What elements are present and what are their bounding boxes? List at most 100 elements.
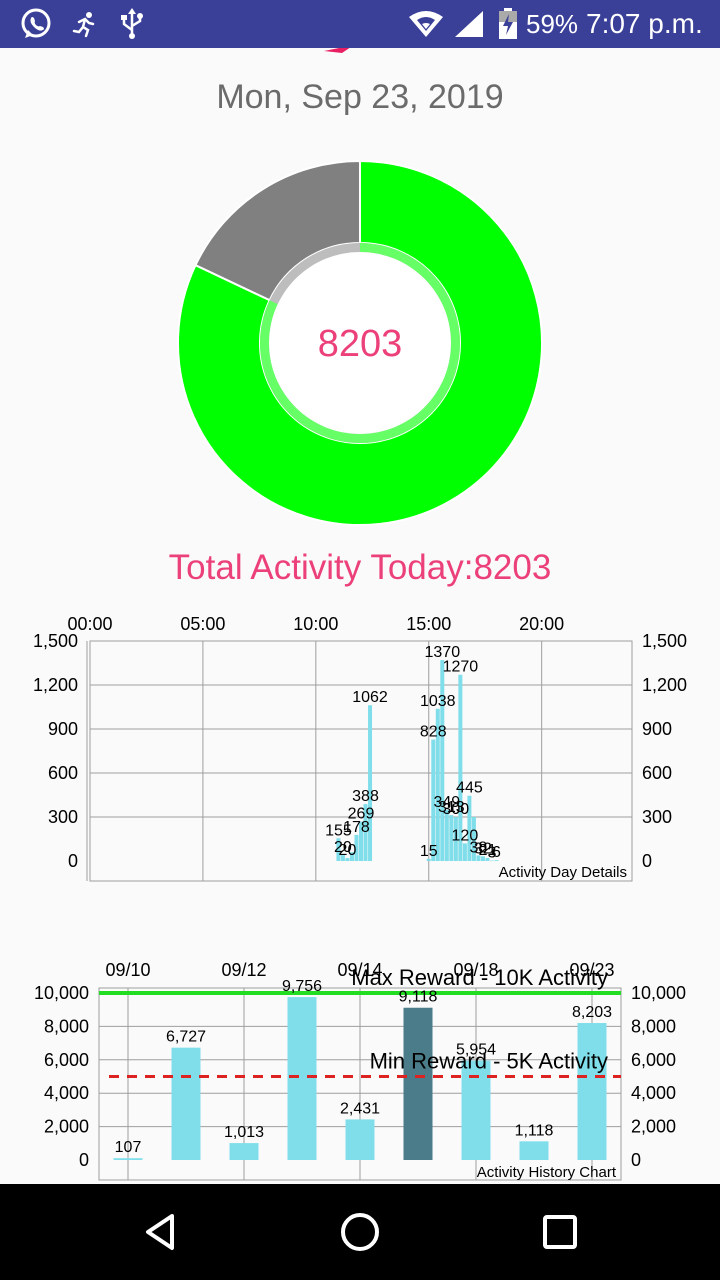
recents-button[interactable] — [520, 1202, 600, 1262]
history-y-tick-label-right: 6,000 — [631, 1050, 676, 1070]
day-chart-grid — [86, 640, 633, 882]
history-bar-label: 5,954 — [456, 1042, 496, 1059]
history-bar-label: 9,756 — [282, 978, 322, 995]
day-bar — [354, 834, 359, 861]
day-chart-bars — [336, 660, 499, 862]
battery-percent: 59% — [526, 9, 579, 39]
day-y-tick-label-left: 900 — [48, 719, 78, 739]
day-y-tick-label-right: 1,500 — [642, 631, 687, 651]
history-bar-label: 9,118 — [399, 989, 438, 1006]
history-y-tick-label-right: 8,000 — [631, 1016, 676, 1036]
clock-time: 7:07 p.m. — [586, 8, 703, 39]
day-bar-label: 269 — [348, 806, 375, 823]
history-bar-label: 2,431 — [340, 1100, 380, 1117]
day-bar-label: 1062 — [352, 689, 388, 706]
history-bar-label: 1,013 — [224, 1124, 264, 1141]
history-bar — [287, 997, 317, 1160]
history-chart-x-ticks: 09/10 09/12 09/14 09/18 09/23 — [105, 960, 614, 980]
day-bar — [485, 857, 490, 861]
history-chart-reward-lines: Max Reward - 10K Activity Min Reward - 5K… — [99, 965, 621, 1079]
day-y-tick-label-left: 1,500 — [33, 631, 78, 651]
day-bar — [453, 817, 458, 861]
history-chart-title: Activity History Chart — [477, 1164, 617, 1181]
day-bar-label: 313 — [438, 799, 465, 816]
day-chart-data-labels: 1552020178269388106215828103813703493133… — [325, 644, 501, 861]
history-bar — [113, 1158, 143, 1160]
history-x-tick-label: 09/23 — [569, 960, 614, 980]
day-bar — [440, 660, 445, 861]
day-x-tick-label: 20:00 — [519, 614, 564, 634]
day-bar-label: 120 — [452, 827, 479, 844]
day-bar-label: 1270 — [443, 659, 479, 676]
history-y-tick-label-right: 2,000 — [631, 1117, 676, 1137]
history-y-tick-label-right: 4,000 — [631, 1083, 676, 1103]
total-activity-label: Total Activity Today:8203 — [168, 548, 552, 587]
day-bar — [471, 817, 476, 861]
day-bar — [489, 860, 494, 862]
day-bar-label: 1370 — [425, 644, 461, 661]
running-icon — [70, 8, 100, 40]
history-x-tick-label: 09/12 — [221, 960, 266, 980]
day-y-tick-label-right: 300 — [642, 807, 672, 827]
day-bar — [368, 705, 373, 861]
day-y-tick-label-right: 900 — [642, 719, 672, 739]
day-bar — [444, 809, 449, 861]
day-y-tick-label-left: 1,200 — [33, 675, 78, 695]
day-bar-label: 20 — [334, 839, 352, 856]
donut-center-value: 8203 — [318, 323, 403, 365]
day-x-tick-label: 05:00 — [180, 614, 225, 634]
day-chart-title: Activity Day Details — [499, 864, 627, 881]
day-bar-label: 15 — [420, 843, 438, 860]
back-button[interactable] — [120, 1202, 200, 1262]
battery-icon — [496, 8, 520, 40]
status-bar: 59% 7:07 p.m. — [0, 0, 720, 48]
day-bar — [449, 815, 454, 861]
history-bar-label: 1,118 — [515, 1122, 554, 1139]
recents-square-icon — [543, 1215, 577, 1249]
history-bar — [171, 1047, 201, 1160]
day-chart-y-ticks: 1,500 1,500 1,200 1,200 900 900 600 600 300 300 0 0 — [33, 631, 687, 871]
day-bar-label: 388 — [352, 788, 379, 805]
day-y-tick-label-right: 1,200 — [642, 675, 687, 695]
day-bar — [336, 838, 341, 861]
history-y-tick-label-left: 0 — [79, 1150, 89, 1170]
history-x-tick-label: 09/18 — [453, 960, 498, 980]
history-bar — [577, 1023, 607, 1160]
home-button[interactable] — [320, 1202, 400, 1262]
day-y-tick-label-right: 600 — [642, 763, 672, 783]
history-bar-label: 6,727 — [166, 1029, 206, 1046]
day-x-tick-label: 15:00 — [406, 614, 451, 634]
day-bar — [359, 821, 363, 861]
min-reward-label: Min Reward - 5K Activity — [370, 1049, 608, 1074]
signal-icon — [452, 8, 486, 40]
day-bar — [476, 855, 481, 861]
donut-center — [269, 252, 451, 434]
main-content: Mon, Sep 23, 2019 8203 Total Activity To… — [0, 48, 720, 1184]
day-x-tick-label: 00:00 — [67, 614, 112, 634]
whatsapp-icon — [18, 8, 54, 40]
wifi-icon — [408, 8, 444, 40]
day-bar-label: 20 — [339, 842, 357, 859]
day-bar-label: 6 — [492, 844, 501, 861]
day-bar — [431, 739, 436, 861]
navigation-bar — [0, 1184, 720, 1280]
home-circle-icon — [341, 1213, 379, 1251]
day-bar-label: 155 — [325, 822, 352, 839]
day-bar — [363, 804, 368, 861]
history-y-tick-label-left: 10,000 — [34, 983, 89, 1003]
history-bar-label: 107 — [115, 1139, 142, 1156]
activity-donut-chart: 8203 — [177, 159, 543, 526]
day-bar — [435, 708, 440, 861]
day-bar-label: 3 — [488, 845, 497, 862]
day-bar-label: 349 — [433, 794, 460, 811]
max-reward-label: Max Reward - 10K Activity — [351, 965, 608, 990]
day-bar — [480, 856, 485, 861]
page-date: Mon, Sep 23, 2019 — [216, 78, 504, 116]
day-bar-label: 828 — [420, 724, 447, 741]
history-bar — [229, 1143, 259, 1160]
day-x-tick-label: 10:00 — [293, 614, 338, 634]
day-bar-label: 300 — [442, 801, 469, 818]
activity-day-details-chart: 00:00 05:00 10:00 15:00 20:00 1,500 1,500 1,20… — [33, 614, 687, 882]
day-bar-label: 178 — [343, 819, 370, 836]
history-y-tick-label-left: 4,000 — [44, 1083, 89, 1103]
